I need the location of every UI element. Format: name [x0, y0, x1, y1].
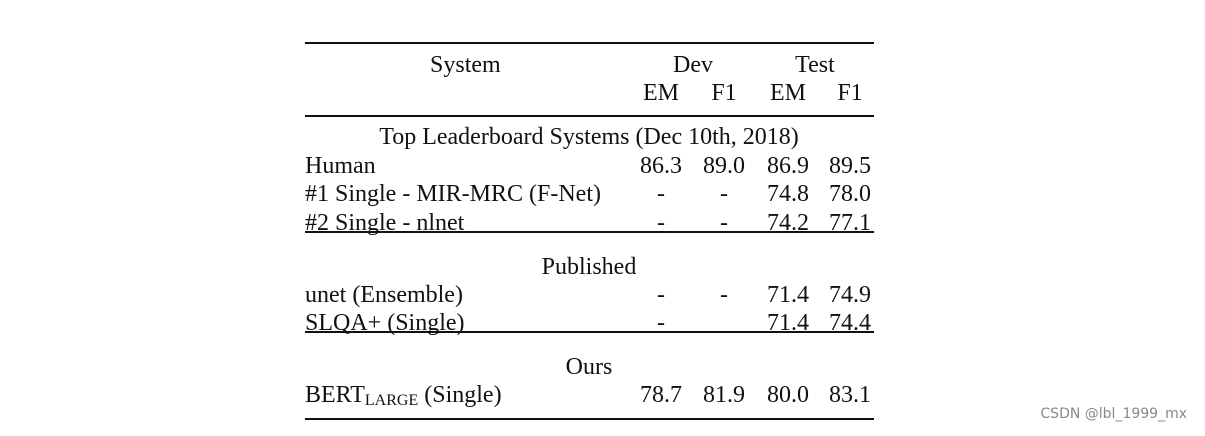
section-title: Ours [565, 354, 613, 380]
system-suffix: (Single) [424, 382, 502, 408]
score-cell: 74.9 [829, 282, 871, 308]
section-title: Published [541, 254, 637, 280]
score-cell: 74.4 [829, 310, 871, 336]
score-cell: 74.8 [767, 181, 809, 207]
score-cell: - [720, 209, 728, 236]
system-name-text: BERT [305, 382, 365, 408]
score-cell: 78.7 [640, 382, 682, 408]
score-cell: - [657, 209, 665, 236]
score-cell: - [720, 282, 728, 308]
system-name: BERTLARGE (Single) [305, 381, 502, 409]
system-name: unet (Ensemble) [305, 281, 463, 309]
system-subscript: LARGE [364, 392, 419, 409]
column-group-header: Dev [673, 52, 713, 78]
column-header: F1 [837, 80, 863, 106]
column-group-header: Test [795, 52, 835, 78]
score-cell: 80.0 [767, 382, 809, 408]
column-header: F1 [711, 80, 737, 106]
score-cell: 78.0 [829, 181, 871, 207]
system-name: #1 Single - MIR-MRC (F-Net) [305, 180, 601, 208]
system-name-text: #1 Single - MIR-MRC (F-Net) [305, 181, 601, 207]
watermark: CSDN @lbl_1999_mx [1040, 406, 1187, 422]
column-header: EM [770, 80, 806, 106]
score-cell: - [657, 282, 665, 308]
system-name: Human [305, 152, 376, 180]
score-cell: 71.4 [767, 282, 809, 308]
section-rule [305, 231, 874, 233]
score-cell: - [657, 310, 665, 336]
score-cell: 89.5 [829, 152, 871, 179]
score-cell: - [720, 181, 728, 207]
score-cell: 81.9 [703, 382, 745, 408]
bottom-rule [305, 418, 874, 420]
system-name-text: unet (Ensemble) [305, 282, 463, 308]
section-rule [305, 331, 874, 333]
column-header: EM [643, 80, 679, 106]
score-cell: 83.1 [829, 382, 871, 408]
score-cell: 89.0 [703, 152, 745, 179]
score-cell: - [657, 181, 665, 207]
score-cell: 71.4 [767, 310, 809, 336]
system-name: SLQA+ (Single) [305, 309, 465, 337]
score-cell: 86.9 [767, 152, 809, 179]
section-title: Top Leaderboard Systems (Dec 10th, 2018) [379, 124, 799, 150]
system-name-text: Human [305, 152, 376, 179]
top-rule [305, 42, 874, 44]
header-rule [305, 115, 874, 117]
score-cell: 86.3 [640, 152, 682, 179]
column-header: System [430, 52, 501, 78]
